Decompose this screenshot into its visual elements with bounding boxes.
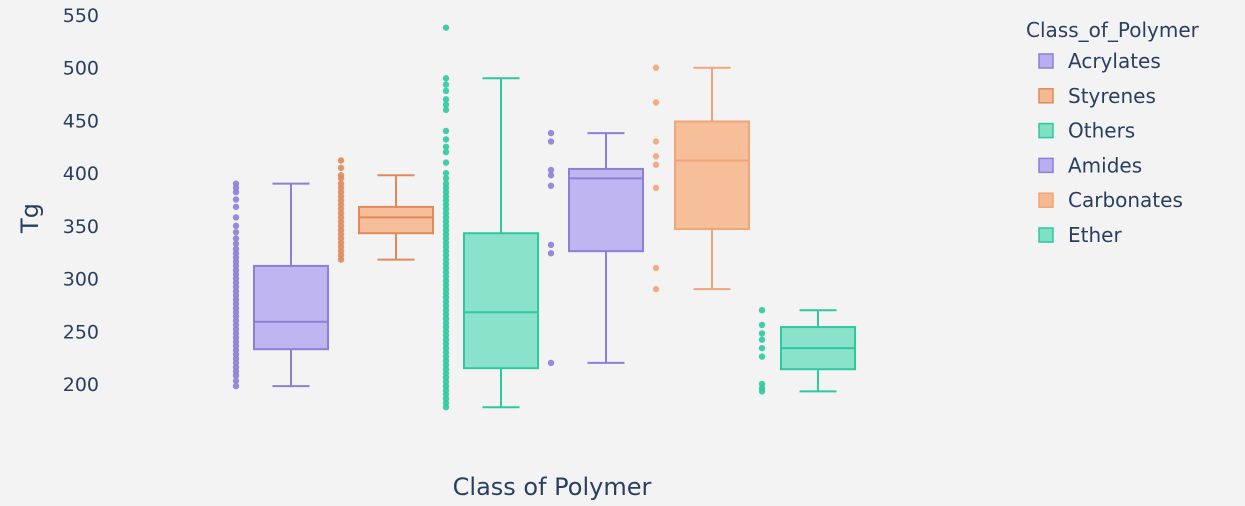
data-point: [232, 240, 240, 247]
data-point: [547, 241, 555, 249]
data-point: [758, 344, 766, 352]
data-point: [232, 203, 240, 211]
legend-swatch: [1038, 88, 1054, 104]
data-point: [442, 75, 450, 82]
legend-swatch: [1038, 227, 1054, 243]
iqr-box[interactable]: [463, 232, 539, 370]
data-point: [652, 264, 660, 272]
data-point: [652, 161, 660, 168]
iqr-box[interactable]: [253, 264, 329, 351]
data-point: [232, 245, 240, 253]
data-point: [442, 24, 450, 31]
x-axis-title: Class of Polymer: [453, 473, 652, 501]
data-point: [442, 87, 450, 95]
box-acrylates[interactable]: [232, 180, 329, 390]
data-point: [232, 228, 240, 236]
data-point: [232, 377, 240, 385]
legend-label: Ether: [1068, 223, 1122, 247]
y-tick-label: 500: [63, 58, 99, 80]
data-point: [547, 166, 555, 174]
legend-item-others[interactable]: Others: [1038, 119, 1135, 143]
legend-label: Others: [1068, 119, 1135, 143]
data-point: [652, 153, 660, 160]
data-point: [337, 157, 345, 164]
data-point: [232, 180, 240, 187]
data-point: [442, 180, 450, 187]
data-point: [547, 359, 555, 367]
data-point: [652, 138, 660, 145]
data-point: [442, 175, 450, 182]
data-point: [758, 336, 766, 343]
data-point: [337, 180, 345, 187]
data-point: [232, 214, 240, 221]
box-carbonates[interactable]: [652, 64, 750, 293]
data-point: [547, 172, 555, 179]
legend-label: Amides: [1068, 153, 1142, 177]
iqr-box[interactable]: [568, 167, 644, 253]
data-point: [232, 382, 240, 390]
y-tick-label: 550: [63, 5, 99, 27]
legend-swatch: [1038, 53, 1054, 69]
legend-swatch: [1038, 157, 1054, 174]
legend-swatch: [1038, 122, 1054, 139]
data-point: [337, 164, 345, 172]
data-point: [442, 81, 450, 88]
data-point: [758, 330, 766, 337]
y-axis-title: Tg: [16, 203, 44, 234]
data-point: [758, 380, 766, 388]
data-point: [652, 64, 660, 71]
legend-title: Class_of_Polymer: [1026, 18, 1200, 42]
data-point: [232, 235, 240, 242]
data-point: [337, 172, 345, 179]
data-point: [547, 138, 555, 145]
y-tick-label: 300: [63, 269, 99, 291]
box-styrenes[interactable]: [337, 157, 434, 263]
legend-item-acrylates[interactable]: Acrylates: [1038, 49, 1161, 73]
y-tick-label: 250: [63, 321, 99, 343]
iqr-box[interactable]: [358, 205, 434, 235]
data-point: [442, 136, 450, 143]
legend-item-amides[interactable]: Amides: [1038, 153, 1142, 177]
legend-swatch: [1038, 192, 1054, 208]
y-axis: 200 250 300 350 400 450 500 550: [63, 5, 99, 396]
data-point: [547, 129, 555, 137]
box-amides[interactable]: [547, 129, 644, 367]
box-ether[interactable]: [758, 307, 856, 395]
y-tick-label: 200: [63, 374, 99, 396]
data-point: [652, 285, 660, 293]
data-point: [547, 250, 555, 257]
box-others[interactable]: [442, 24, 539, 411]
data-point: [442, 148, 450, 156]
data-point: [652, 99, 660, 106]
legend-item-ether[interactable]: Ether: [1038, 223, 1122, 247]
data-point: [442, 159, 450, 166]
data-point: [442, 127, 450, 135]
legend-label: Carbonates: [1068, 188, 1183, 212]
data-point: [442, 143, 450, 150]
y-tick-label: 450: [63, 110, 99, 132]
data-point: [652, 184, 660, 192]
data-point: [758, 353, 766, 360]
legend-label: Styrenes: [1068, 84, 1156, 108]
data-point: [442, 96, 450, 103]
legend[interactable]: Class_of_Polymer Acrylates Styrenes Others…: [1026, 18, 1200, 247]
y-tick-label: 350: [63, 216, 99, 238]
y-tick-label: 400: [63, 163, 99, 185]
legend-item-styrenes[interactable]: Styrenes: [1038, 84, 1156, 108]
data-point: [442, 106, 450, 114]
data-point: [758, 321, 766, 329]
data-point: [442, 169, 450, 177]
data-point: [547, 182, 555, 189]
data-point: [232, 196, 240, 203]
legend-item-carbonates[interactable]: Carbonates: [1038, 188, 1183, 212]
iqr-box[interactable]: [674, 120, 750, 231]
data-point: [442, 101, 450, 108]
legend-label: Acrylates: [1068, 49, 1161, 73]
data-point: [758, 307, 766, 314]
data-point: [232, 222, 240, 230]
boxes-layer: [232, 24, 856, 411]
